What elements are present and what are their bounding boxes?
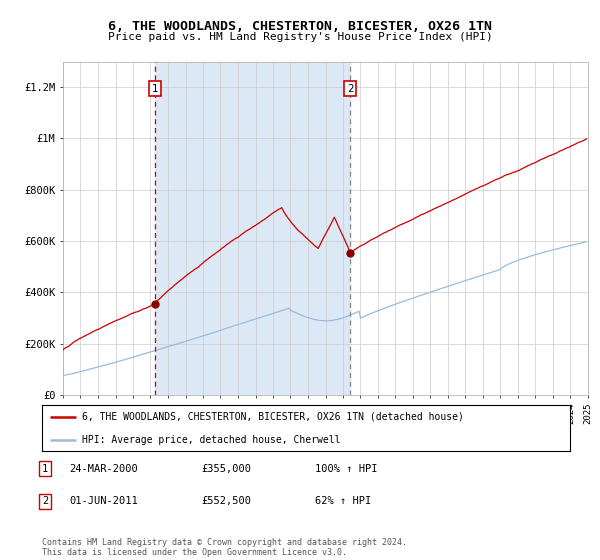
Bar <box>155 62 350 395</box>
Text: 2: 2 <box>347 83 353 94</box>
Text: 100% ↑ HPI: 100% ↑ HPI <box>315 464 377 474</box>
Text: Contains HM Land Registry data © Crown copyright and database right 2024.
This d: Contains HM Land Registry data © Crown c… <box>42 538 407 557</box>
Text: 6, THE WOODLANDS, CHESTERTON, BICESTER, OX26 1TN: 6, THE WOODLANDS, CHESTERTON, BICESTER, … <box>108 20 492 32</box>
Text: 2: 2 <box>42 496 48 506</box>
Text: 1: 1 <box>42 464 48 474</box>
Text: 1: 1 <box>152 83 158 94</box>
Text: 6, THE WOODLANDS, CHESTERTON, BICESTER, OX26 1TN (detached house): 6, THE WOODLANDS, CHESTERTON, BICESTER, … <box>82 412 463 422</box>
Text: 62% ↑ HPI: 62% ↑ HPI <box>315 496 371 506</box>
Text: 01-JUN-2011: 01-JUN-2011 <box>69 496 138 506</box>
Text: Price paid vs. HM Land Registry's House Price Index (HPI): Price paid vs. HM Land Registry's House … <box>107 32 493 43</box>
Text: HPI: Average price, detached house, Cherwell: HPI: Average price, detached house, Cher… <box>82 435 340 445</box>
Text: 24-MAR-2000: 24-MAR-2000 <box>69 464 138 474</box>
Text: £552,500: £552,500 <box>201 496 251 506</box>
Text: £355,000: £355,000 <box>201 464 251 474</box>
